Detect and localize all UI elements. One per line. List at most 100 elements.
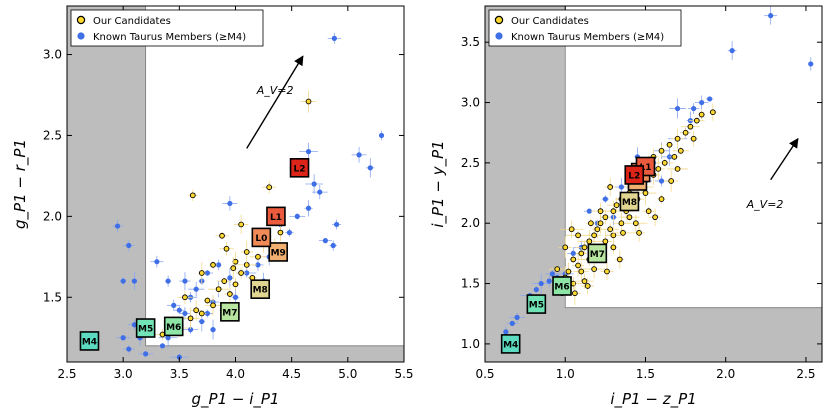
right-legend-box <box>488 9 682 47</box>
right-plot-frame <box>484 5 823 363</box>
member-point <box>707 96 713 102</box>
spectral-type-box-l1 <box>266 206 286 227</box>
candidate-point <box>554 266 561 272</box>
right-legend: Our Candidates Known Taurus Members (≥M4… <box>488 9 682 47</box>
y-tick-label: 1.5 <box>43 290 62 304</box>
candidate-point <box>586 238 593 245</box>
y-tick-label: 1.0 <box>461 337 480 351</box>
candidate-point <box>230 265 237 271</box>
candidate-point <box>193 307 200 314</box>
candidate-point <box>243 249 250 255</box>
member-point <box>187 327 194 333</box>
y-tick-label: 2.5 <box>461 156 480 170</box>
left-legend-box <box>70 9 264 47</box>
spectral-type-label-l1: L1 <box>270 213 282 223</box>
member-point <box>176 307 182 313</box>
candidate-point <box>658 196 665 202</box>
spectral-type-label-m5: M5 <box>138 325 153 335</box>
member-point <box>658 178 665 184</box>
x-tick-label: 1.0 <box>556 367 575 381</box>
y-tick-label: 2.0 <box>461 216 480 230</box>
y-tick-label: 3.0 <box>43 48 62 62</box>
x-tick-label: 0.5 <box>475 367 494 381</box>
x-tick-label: 5.5 <box>394 367 413 381</box>
spectral-type-box-m6 <box>552 276 572 296</box>
left-excluded-region-bottom <box>67 345 404 362</box>
left-reddening-arrow <box>246 55 304 149</box>
y-tick-label: 3.5 <box>461 35 480 49</box>
candidate-point <box>238 221 244 228</box>
member-point <box>210 327 216 333</box>
candidate-point <box>219 232 225 239</box>
member-point <box>199 318 205 325</box>
x-tick-label: 4.5 <box>282 367 301 381</box>
spectral-type-label-m9: M9 <box>271 248 286 258</box>
member-point <box>305 149 312 155</box>
candidate-point <box>305 98 312 105</box>
candidate-point <box>645 208 652 215</box>
right-excluded-region-left <box>485 6 566 362</box>
candidate-point <box>620 230 626 236</box>
member-point <box>143 351 149 357</box>
spectral-type-box-l2 <box>289 158 310 178</box>
candidate-point <box>602 214 609 221</box>
candidate-point <box>687 123 694 130</box>
right-legend-member-marker <box>495 32 503 40</box>
spectral-type-label-m8: M8 <box>253 286 268 296</box>
candidate-point <box>602 238 609 245</box>
member-point <box>171 302 177 308</box>
candidate-point <box>215 286 222 293</box>
spectral-type-box-m8 <box>250 279 271 299</box>
candidate-point <box>652 214 658 221</box>
right-y-ticks: 1.0 1.5 2.0 2.5 3.0 3.5 <box>461 35 822 351</box>
member-point <box>514 314 520 320</box>
candidate-point <box>677 147 684 154</box>
left-y-axis-label: g_P1 − r_P1 <box>11 139 30 229</box>
spectral-type-label-m7: M7 <box>222 308 237 318</box>
candidate-point <box>572 290 578 297</box>
candidate-point <box>690 135 697 142</box>
member-point <box>120 278 126 284</box>
candidate-point <box>198 270 205 276</box>
candidate-point <box>693 117 700 124</box>
candidate-point <box>591 232 597 239</box>
candidate-point <box>655 166 662 172</box>
x-tick-label: 3.0 <box>114 367 133 381</box>
x-tick-label: 1.5 <box>636 367 655 381</box>
candidate-point <box>682 129 689 136</box>
member-point <box>255 262 261 268</box>
candidate-point <box>591 266 597 272</box>
spectral-type-label-m6: M6 <box>166 323 181 333</box>
candidate-point <box>266 184 273 191</box>
member-point <box>367 165 373 171</box>
candidate-point <box>616 256 623 263</box>
candidate-point <box>626 214 633 221</box>
spectral-type-label-m6: M6 <box>554 282 569 292</box>
candidate-point <box>565 268 572 275</box>
candidate-point <box>604 268 610 275</box>
member-point <box>699 99 705 106</box>
candidate-point <box>584 283 591 289</box>
member-point <box>533 286 539 293</box>
candidate-point <box>674 166 681 172</box>
spectral-type-box-m5 <box>526 294 547 314</box>
right-reddening-label: A_V=2 <box>746 198 784 211</box>
member-point <box>768 13 774 19</box>
right-legend-candidate-marker <box>494 15 504 25</box>
left-legend-candidates-label: Our Candidates <box>93 16 171 27</box>
left-panel: M4 M5 M6 M7 M8 M9 L0 L1 L2 A_V=2 2.5 3.0 3.5 4.0 4.5… <box>11 5 414 409</box>
member-point <box>586 208 592 214</box>
candidate-point <box>597 220 604 227</box>
spectral-type-box-m4 <box>79 331 100 351</box>
candidate-point <box>668 178 675 184</box>
candidate-point <box>613 202 620 208</box>
right-legend-candidates-label: Our Candidates <box>511 16 589 27</box>
member-point <box>549 271 556 277</box>
candidate-point <box>568 226 575 233</box>
candidate-point <box>575 262 581 269</box>
left-spectral-type-markers: M4 M5 M6 M7 M8 M9 L0 L1 L2 <box>79 158 310 351</box>
spectral-type-label-m4: M4 <box>503 340 518 350</box>
spectral-type-label-l2: L2 <box>628 171 640 181</box>
candidate-point <box>698 111 705 118</box>
